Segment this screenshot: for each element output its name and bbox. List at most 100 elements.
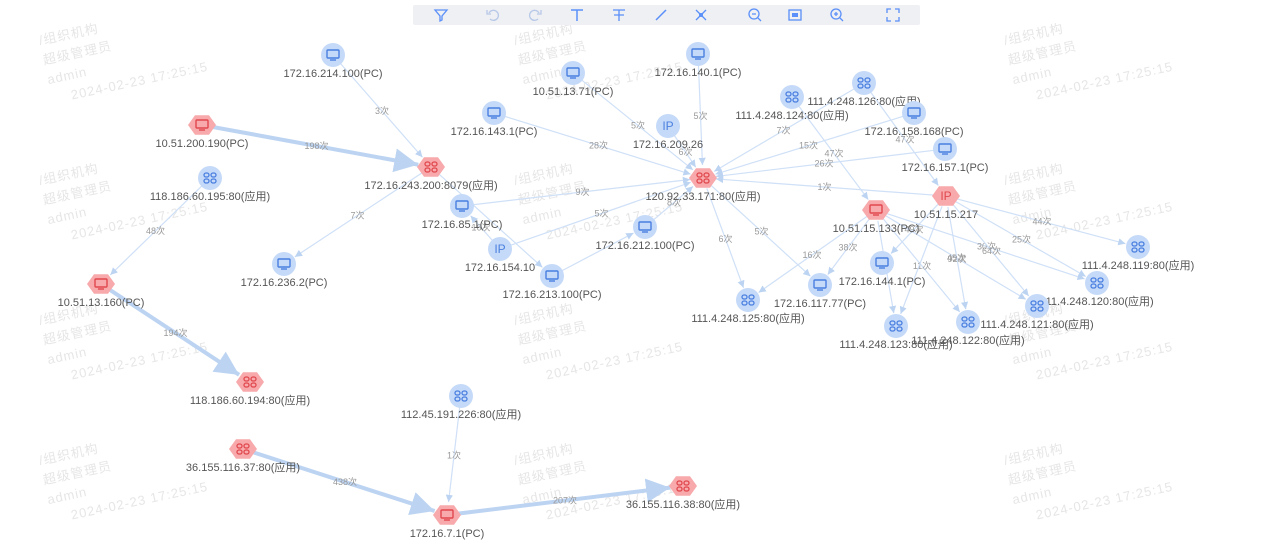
node[interactable]: 172.16.117.77(PC) <box>774 273 866 310</box>
node-shape <box>933 137 957 161</box>
node-shape <box>736 288 760 312</box>
node-label: 172.16.154.10 <box>465 262 535 274</box>
node[interactable]: 111.4.248.126:80(应用) <box>807 71 921 108</box>
node[interactable]: 111.4.248.125:80(应用) <box>691 288 805 325</box>
node-shape <box>1126 235 1150 259</box>
node[interactable]: IP 172.16.209.26 <box>633 114 703 151</box>
layout-button[interactable] <box>693 7 709 23</box>
watermark-text: 2024-02-23 17:25:15 <box>70 59 210 103</box>
app-icon <box>792 91 799 97</box>
node[interactable]: 111.4.248.120:80(应用) <box>1040 271 1154 308</box>
app-icon <box>1037 300 1044 306</box>
node[interactable]: IP 172.16.154.10 <box>465 237 535 274</box>
node-shape <box>669 476 697 496</box>
app-icon <box>1131 247 1138 253</box>
pc-icon <box>813 279 827 289</box>
watermark-text: admin <box>521 64 564 87</box>
node-shape <box>229 439 257 459</box>
node[interactable]: 120.92.33.171:80(应用) <box>646 168 761 203</box>
app-icon <box>896 326 903 332</box>
node[interactable]: IP 10.51.15.217 <box>914 186 978 221</box>
node[interactable]: 172.16.212.100(PC) <box>595 215 695 252</box>
node[interactable]: 36.155.116.38:80(应用) <box>626 476 740 511</box>
edge-label: 438次 <box>333 476 357 487</box>
edge-label: 38次 <box>838 242 857 253</box>
line-button[interactable] <box>653 7 669 23</box>
node-label: 111.4.248.120:80(应用) <box>1040 294 1153 308</box>
zoom-in-button[interactable] <box>829 7 845 23</box>
watermark-text: admin <box>1011 64 1054 87</box>
app-icon <box>431 167 438 173</box>
fullscreen-button[interactable] <box>885 7 901 23</box>
node[interactable]: 172.16.213.100(PC) <box>502 264 602 301</box>
text-line-button[interactable] <box>611 7 627 23</box>
pc-icon <box>938 143 952 153</box>
node[interactable]: 10.51.15.133(PC) <box>833 200 920 235</box>
app-icon <box>424 167 431 173</box>
node[interactable]: 111.4.248.124:80(应用) <box>735 85 849 122</box>
pc-icon <box>94 278 108 288</box>
app-icon <box>683 480 690 486</box>
edge-label: 28次 <box>589 140 608 151</box>
node[interactable]: 172.16.143.1(PC) <box>451 101 538 138</box>
node[interactable]: 172.16.158.168(PC) <box>864 101 964 138</box>
node-label: 172.16.7.1(PC) <box>410 528 485 540</box>
edge <box>339 62 423 158</box>
app-icon <box>203 178 210 184</box>
node[interactable]: 118.186.60.194:80(应用) <box>190 372 310 407</box>
edge-label: 16次 <box>802 249 821 260</box>
app-icon <box>236 449 243 455</box>
edge <box>885 215 1027 300</box>
node[interactable]: 112.45.191.226:80(应用) <box>401 384 521 421</box>
app-icon <box>961 316 968 322</box>
node-shape <box>932 186 960 206</box>
node[interactable]: 172.16.7.1(PC) <box>410 505 485 540</box>
text-button[interactable] <box>569 7 585 23</box>
edge <box>457 478 671 516</box>
node[interactable]: 172.16.144.1(PC) <box>839 251 926 288</box>
node-shape <box>808 273 832 297</box>
edge <box>955 200 1087 278</box>
node[interactable]: 10.51.13.160(PC) <box>58 274 145 309</box>
node[interactable]: 172.16.236.2(PC) <box>241 252 328 289</box>
app-icon <box>1097 283 1104 289</box>
edge <box>952 204 1030 297</box>
node[interactable]: 111.4.248.123:80(应用) <box>839 314 953 351</box>
app-icon <box>785 91 792 97</box>
edge-label: 6次 <box>678 146 692 157</box>
node-shape <box>236 372 264 392</box>
app-icon <box>864 83 871 89</box>
node[interactable]: 172.16.243.200:8079(应用) <box>364 157 498 192</box>
edge <box>472 176 691 206</box>
app-icon <box>1131 241 1138 247</box>
filter-button[interactable] <box>433 7 449 23</box>
edge <box>109 185 203 276</box>
pc-icon <box>875 257 889 267</box>
watermark-text: 2024-02-23 17:25:15 <box>70 199 210 243</box>
node[interactable]: 111.4.248.119:80(应用) <box>1082 235 1195 272</box>
node[interactable]: 10.51.13.71(PC) <box>533 61 614 98</box>
node-shape <box>780 85 804 109</box>
node[interactable]: 172.16.157.1(PC) <box>902 137 989 174</box>
node[interactable]: 118.186.60.195:80(应用) <box>150 166 270 203</box>
node-label: 172.16.212.100(PC) <box>595 240 694 252</box>
edge-label: 30次 <box>977 241 996 252</box>
app-icon <box>243 443 250 449</box>
node[interactable]: 111.4.248.122:80(应用) <box>911 310 1025 347</box>
app-icon <box>454 390 461 396</box>
node[interactable]: 172.16.85.1(PC) <box>422 194 503 231</box>
edge <box>109 288 241 377</box>
fit-button[interactable] <box>787 7 803 23</box>
redo-button[interactable] <box>527 7 543 23</box>
edge <box>252 450 436 516</box>
node[interactable]: 10.51.200.190(PC) <box>156 115 249 150</box>
node[interactable]: 36.155.116.37:80(应用) <box>186 439 300 474</box>
edge <box>653 185 694 221</box>
zoom-out-button[interactable] <box>747 7 763 23</box>
node[interactable]: 172.16.214.100(PC) <box>283 43 383 80</box>
node[interactable]: 111.4.248.121:80(应用) <box>980 294 1094 331</box>
undo-button[interactable] <box>485 7 501 23</box>
node[interactable]: 172.16.140.1(PC) <box>655 42 742 79</box>
